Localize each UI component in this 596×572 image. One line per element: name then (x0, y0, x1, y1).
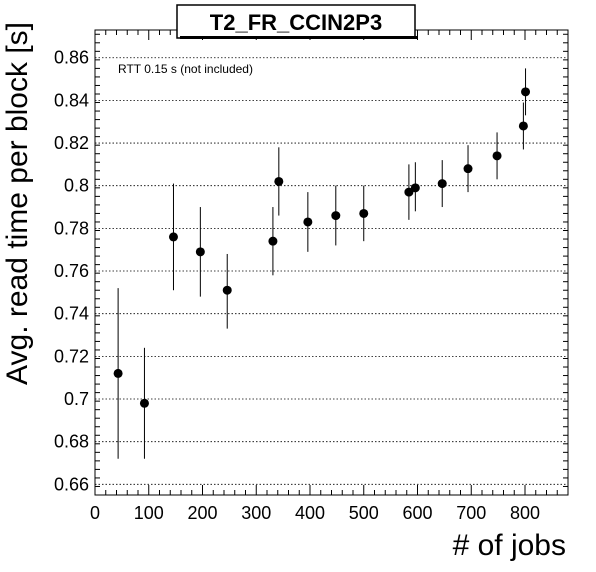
data-point-2 (168, 232, 178, 242)
y-tick-label-5: 0.76 (54, 261, 89, 281)
x-tick-label-5: 500 (349, 503, 379, 523)
data-point-5 (268, 236, 278, 246)
data-point-11 (410, 183, 420, 193)
grid-lines (95, 57, 568, 485)
data-point-13 (463, 164, 473, 174)
data-point-6 (274, 176, 284, 186)
y-tick-label-2: 0.7 (64, 389, 89, 409)
x-tick-label-2: 200 (187, 503, 217, 523)
y-tick-label-8: 0.82 (54, 133, 89, 153)
data-point-14 (492, 151, 502, 161)
y-axis-title: Avg. read time per block [s] (1, 22, 34, 385)
y-tick-label-4: 0.74 (54, 304, 89, 324)
y-tick-label-1: 0.68 (54, 432, 89, 452)
y-tick-label-7: 0.8 (64, 176, 89, 196)
x-tick-label-0: 0 (90, 503, 100, 523)
x-tick-label-3: 300 (241, 503, 271, 523)
data-point-4 (222, 285, 232, 295)
error-bars (117, 68, 527, 459)
y-ticks: 0.66 0.68 0.7 0.72 0.74 0.76 0.78 0.8 0.82 0.84 0.… (54, 33, 568, 496)
x-tick-label-8: 800 (510, 503, 540, 523)
data-point-15 (518, 121, 528, 131)
title-box-shadow (180, 36, 418, 39)
data-point-7 (303, 217, 313, 227)
x-tick-label-6: 600 (402, 503, 432, 523)
x-axis-title: # of jobs (453, 529, 566, 562)
title-box (176, 4, 416, 39)
x-ticks: 0 100 200 300 400 500 600 700 800 (90, 30, 569, 523)
data-point-8 (331, 211, 341, 221)
x-tick-label-7: 700 (456, 503, 486, 523)
y-tick-label-3: 0.72 (54, 346, 89, 366)
data-point-10 (404, 187, 414, 197)
y-tick-label-0: 0.66 (54, 474, 89, 494)
data-point-9 (359, 208, 369, 218)
y-tick-label-9: 0.84 (54, 90, 89, 110)
x-tick-label-1: 100 (134, 503, 164, 523)
chart-annotation: RTT 0.15 s (not included) (118, 62, 253, 76)
data-points (113, 87, 531, 408)
chart-title: T2_FR_CCIN2P3 (210, 10, 382, 35)
data-point-3 (195, 247, 205, 257)
data-point-12 (437, 179, 447, 189)
x-tick-label-4: 400 (295, 503, 325, 523)
data-point-1 (139, 398, 149, 408)
y-tick-label-10: 0.86 (54, 48, 89, 68)
y-tick-label-6: 0.78 (54, 218, 89, 238)
data-point-16 (521, 87, 531, 97)
data-point-0 (113, 368, 123, 378)
plot-frame (94, 29, 569, 496)
